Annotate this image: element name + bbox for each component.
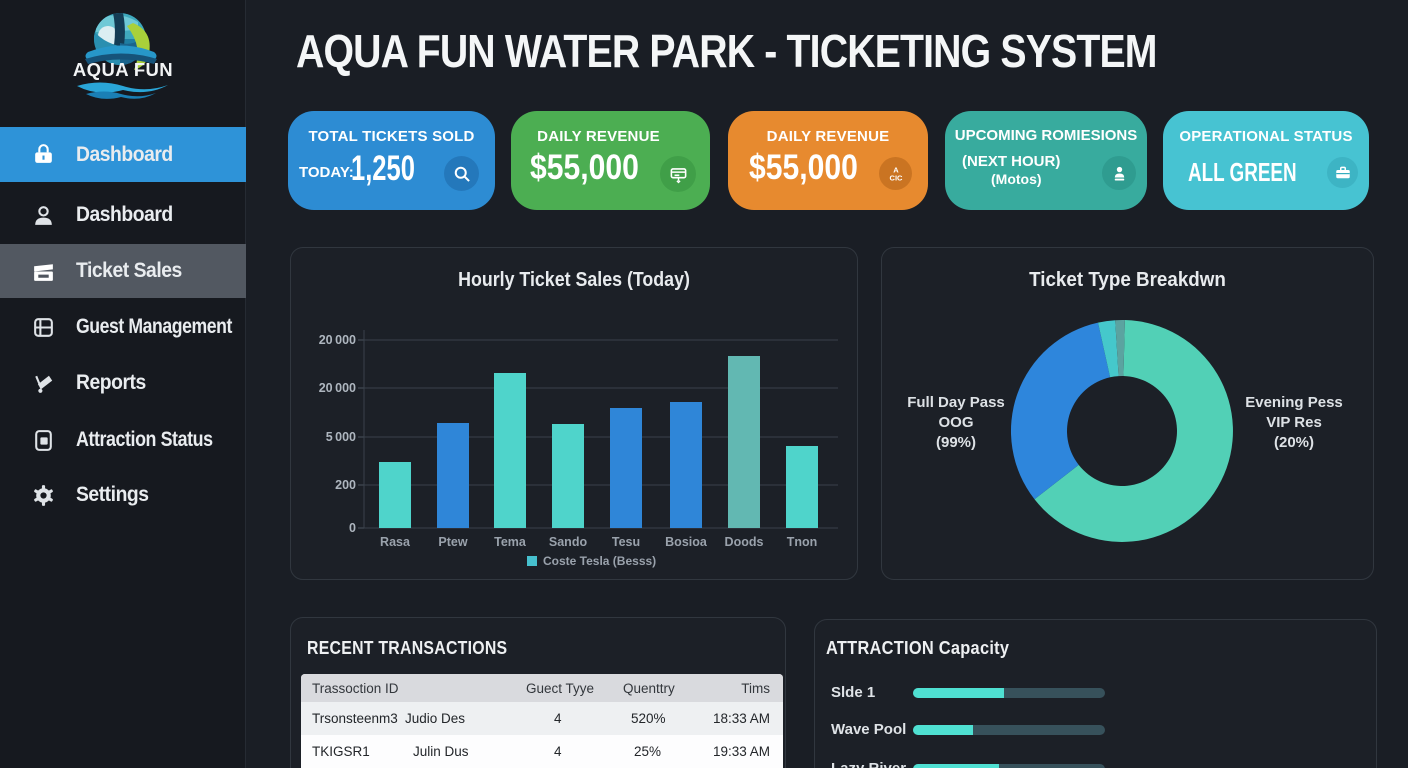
svg-text:Full Day Pass: Full Day Pass [907, 394, 1005, 411]
svg-text:20 000: 20 000 [319, 333, 356, 347]
svg-text:Doods: Doods [725, 535, 764, 549]
svg-text:(20%): (20%) [1274, 434, 1314, 451]
svg-text:200: 200 [335, 478, 356, 492]
svg-text:VIP Res: VIP Res [1266, 414, 1322, 431]
svg-text:Bosioa: Bosioa [665, 535, 708, 549]
svg-text:Tesu: Tesu [612, 535, 640, 549]
svg-text:20 000: 20 000 [319, 381, 356, 395]
svg-text:A: A [893, 165, 899, 174]
svg-text:5 000: 5 000 [326, 430, 356, 444]
svg-text:Sando: Sando [549, 535, 588, 549]
svg-text:(99%): (99%) [936, 434, 976, 451]
svg-text:AQUA FUN: AQUA FUN [73, 59, 173, 80]
svg-text:Ptew: Ptew [438, 535, 467, 549]
svg-text:Coste Tesla (Besss): Coste Tesla (Besss) [543, 554, 656, 568]
svg-text:Evening Pess: Evening Pess [1245, 394, 1343, 411]
svg-text:OOG: OOG [938, 414, 973, 431]
svg-text:0: 0 [349, 521, 356, 535]
svg-text:Rasa: Rasa [380, 535, 411, 549]
svg-text:Tnon: Tnon [787, 535, 818, 549]
svg-text:Tema: Tema [494, 535, 527, 549]
svg-text:CIC: CIC [889, 173, 903, 182]
